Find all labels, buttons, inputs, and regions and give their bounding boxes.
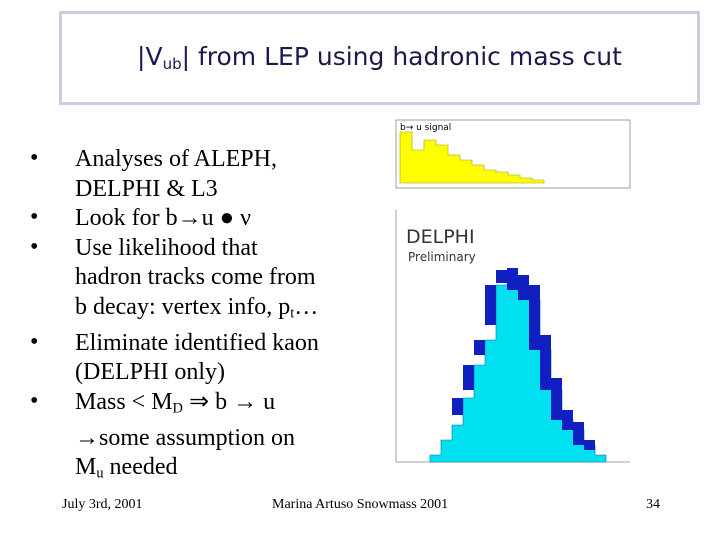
- bullet: Analyses of ALEPH, DELPHI & L3: [30, 145, 319, 204]
- text-run: M: [75, 454, 97, 481]
- text-run: hadron tracks come from: [75, 264, 316, 290]
- text-run: →some assumption on: [75, 424, 295, 451]
- bullet: Use likelihood that hadron tracks come fr…: [30, 234, 319, 329]
- text-run: Eliminate identified kaon: [75, 329, 319, 356]
- text-run: DELPHI & L3: [75, 175, 218, 202]
- subscript: t: [290, 305, 295, 322]
- experiment-label: DELPHI: [406, 226, 475, 248]
- text-run: b decay: vertex info, p: [75, 293, 291, 320]
- text-run: needed: [103, 454, 178, 481]
- bullet-line: b decay: vertex info, pt…: [75, 293, 319, 329]
- text-run: |V: [137, 42, 163, 71]
- text-run: ⇒ b → u: [182, 388, 276, 415]
- text-run: | from LEP using hadronic mass cut: [181, 42, 622, 71]
- bullet-line: DELPHI & L3: [75, 175, 319, 205]
- bullet-line: Use likelihood that: [75, 234, 319, 264]
- top-label: b→ u signal: [400, 123, 451, 133]
- text-run: (DELPHI only): [75, 359, 225, 386]
- bullet-line: Mu needed: [75, 453, 319, 489]
- bullet-list: Analyses of ALEPH, DELPHI & L3 Look for b→…: [30, 145, 319, 489]
- subscript: u: [96, 465, 104, 482]
- footer-page: 34: [646, 497, 660, 512]
- figure: b→ u signal DELPHI Preliminary: [395, 119, 631, 463]
- bullet: Look for b→u ● ν: [30, 204, 319, 234]
- top-histogram: b→ u signal: [395, 119, 631, 189]
- text-run: …: [294, 293, 319, 320]
- subscript: ub: [162, 54, 182, 73]
- text-run: Mass < M: [75, 388, 173, 415]
- footer-author: Marina Artuso Snowmass 2001: [272, 497, 449, 512]
- bullet-line: Analyses of ALEPH,: [75, 145, 319, 175]
- title-box: |Vub| from LEP using hadronic mass cut: [59, 11, 700, 105]
- text-run: Use likelihood that: [75, 234, 258, 261]
- bullet-line: →some assumption on: [75, 424, 319, 454]
- bottom-histogram: DELPHI Preliminary: [395, 210, 630, 463]
- slide-title: |Vub| from LEP using hadronic mass cut: [62, 42, 697, 73]
- subscript: D: [172, 400, 183, 417]
- bullet: Eliminate identified kaon (DELPHI only): [30, 329, 319, 388]
- text-run: Analyses of ALEPH,: [75, 146, 277, 172]
- bullet-line: Look for b→u ● ν: [75, 204, 319, 234]
- text-run: Look for b→u ● ν: [75, 205, 251, 231]
- footer-date: July 3rd, 2001: [62, 497, 143, 512]
- bullet-line: hadron tracks come from: [75, 263, 319, 293]
- bullet-line: Mass < MD ⇒ b → u: [75, 388, 319, 424]
- bullet-line: Eliminate identified kaon: [75, 329, 319, 359]
- status-label: Preliminary: [408, 250, 476, 264]
- bullet-line: (DELPHI only): [75, 358, 319, 388]
